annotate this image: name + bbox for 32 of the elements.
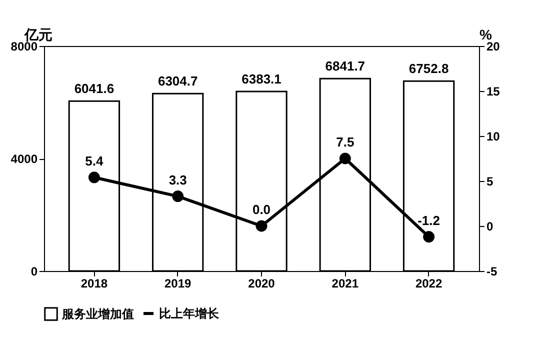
y2-tick-label: 10 [486,130,500,144]
legend-label: 服务业增加值 [61,307,134,321]
data-label: 3.3 [168,172,187,188]
x-tick-label: 2020 [248,276,276,290]
data-label: 0.0 [252,202,271,217]
point [88,172,100,184]
x-tick-label: 2021 [332,276,359,290]
y-tick-label: 0 [30,264,38,278]
point [339,152,351,164]
point [256,220,268,232]
y-axis-title: 亿元 [24,26,52,42]
x-tick-label: 2022 [415,276,442,290]
y-tick-label: 4000 [10,152,38,166]
data-label: 6383.1 [242,71,282,86]
y2-axis-title: % [480,26,492,42]
data-label: 7.5 [336,134,354,150]
data-label: 6041.6 [74,81,114,96]
y2-tick-label: 5 [486,174,494,188]
y2-tick-label: 0 [486,220,494,234]
y2-tick-label: -5 [486,264,498,278]
data-label: 6752.8 [408,61,449,76]
point [423,231,435,243]
point [172,190,184,202]
data-label: -1.2 [418,212,440,228]
data-label: 5.4 [85,153,104,168]
y2-tick-label: 20 [486,40,500,54]
x-tick-label: 2018 [80,276,108,290]
data-label: 6304.7 [158,74,198,89]
legend-label: 比上年增长 [159,306,220,320]
y2-tick-label: 15 [486,84,500,98]
x-tick-label: 2019 [164,276,192,290]
data-label: 6841.7 [325,58,366,74]
